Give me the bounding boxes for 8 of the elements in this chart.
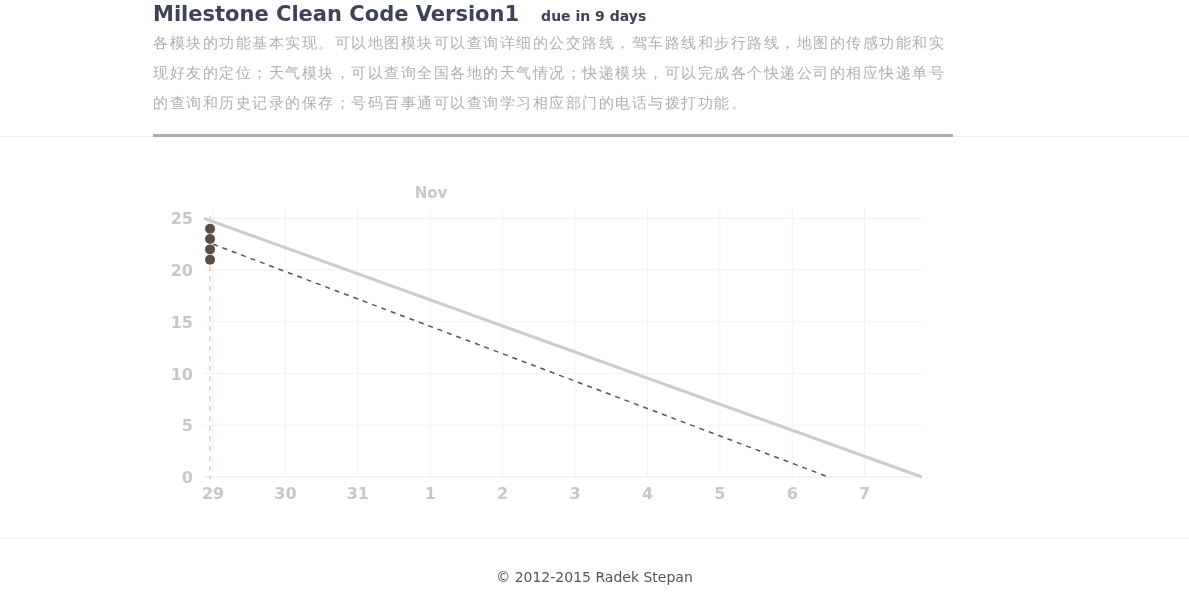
point (205, 254, 216, 265)
chart-subtitle: due in 9 days (541, 8, 647, 24)
point (205, 244, 216, 255)
text: 各模块的功能基本实现。可以地图模块可以查询详细的公交路线，驾车路线和步行路线，地图的传感功能和实现好友的定位；天气模块，可以查询全国各地的天气情况；快递模块，可以完成各个快递公司的相应快递单号的查询和历史记录的保存；号码百事通可以查询学习相应部门的电话与拨打功能。 (153, 33, 946, 114)
chart-title: Milestone Clean Code Version1 (153, 2, 520, 26)
point (205, 223, 216, 234)
point (205, 234, 216, 245)
text: © 2012-2015 Radek Stepan (495, 569, 694, 585)
